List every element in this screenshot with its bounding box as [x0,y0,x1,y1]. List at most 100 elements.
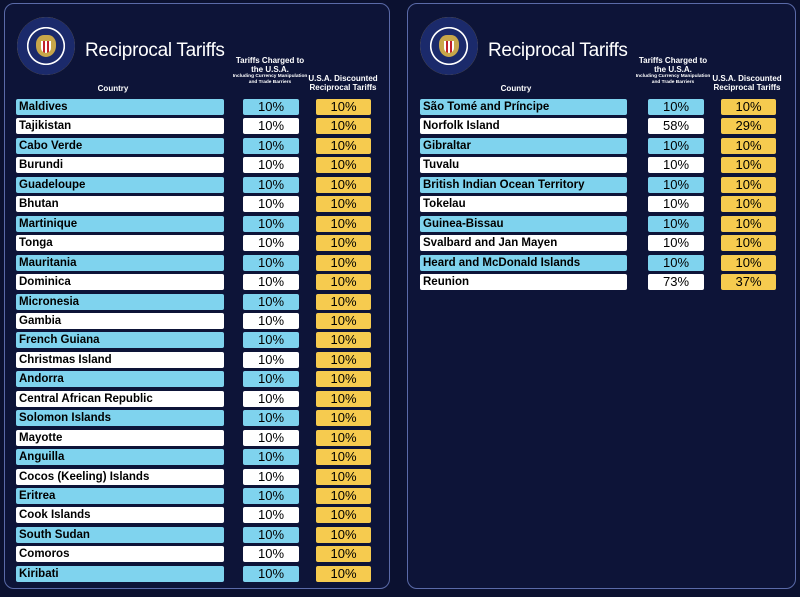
tariff-charged-cell: 10% [243,312,299,329]
header-discounted: U.S.A. Discounted Reciprocal Tariffs [308,74,378,92]
tariff-charged-cell: 10% [243,351,299,368]
discounted-tariff-cell: 10% [316,99,371,115]
tariff-charged-cell: 10% [243,410,299,427]
header-country: Country [500,84,532,93]
country-cell: Guinea-Bissau [420,215,627,232]
country-cell: Christmas Island [16,351,224,368]
discounted-tariff-cell: 10% [721,215,776,232]
panel-title: Reciprocal Tariffs [488,40,628,61]
country-cell: Anguilla [16,449,224,466]
tariff-charged-cell: 10% [648,176,704,193]
tariff-charged-cell: 10% [243,293,299,310]
tariff-charged-cell: 10% [648,235,704,252]
discounted-tariff-cell: 10% [316,215,371,232]
discounted-tariff-cell: 10% [316,546,371,563]
country-cell: Tonga [16,235,224,252]
country-cell: Mauritania [16,254,224,271]
tariff-charged-cell: 10% [243,546,299,563]
discounted-tariff-cell: 29% [721,118,776,135]
tariff-charged-cell: 58% [648,118,704,135]
discounted-tariff-cell: 10% [316,449,371,466]
header-charged-main: Tariffs Charged to the U.S.A. [638,56,708,74]
country-cell: Tokelau [420,196,627,213]
tariff-charged-cell: 10% [243,99,299,115]
tariff-panel-left: Reciprocal Tariffs Country Tariffs Charg… [4,3,390,589]
discounted-tariff-cell: 10% [721,157,776,174]
discounted-tariff-cell: 10% [316,390,371,407]
discounted-tariff-cell: 10% [316,118,371,135]
shield-shape [41,41,51,53]
country-cell: Guadeloupe [16,176,224,193]
country-cell: Mayotte [16,429,224,446]
tariff-charged-cell: 10% [243,254,299,271]
header-charged: Tariffs Charged to the U.S.A. Including … [230,56,310,85]
country-cell: Bhutan [16,196,224,213]
tariff-charged-cell: 10% [648,196,704,213]
discounted-tariff-cell: 10% [316,526,371,543]
country-cell: Cocos (Keeling) Islands [16,468,224,485]
tariff-charged-cell: 10% [243,371,299,388]
header-charged: Tariffs Charged to the U.S.A. Including … [633,56,713,85]
presidential-seal-icon [17,17,75,75]
discounted-tariff-cell: 10% [316,488,371,504]
tariff-charged-cell: 10% [243,565,299,582]
discounted-tariff-cell: 10% [316,235,371,252]
country-cell: French Guiana [16,332,224,349]
tariff-charged-cell: 10% [243,137,299,154]
discounted-tariff-cell: 10% [721,99,776,115]
country-cell: Gambia [16,312,224,329]
tariff-charged-cell: 10% [243,176,299,193]
discounted-tariff-cell: 10% [316,410,371,427]
discounted-tariff-cell: 10% [316,254,371,271]
tariff-charged-cell: 10% [648,99,704,115]
discounted-tariff-cell: 10% [316,507,371,524]
discounted-tariff-cell: 10% [316,196,371,213]
country-cell: South Sudan [16,526,224,543]
tariff-charged-cell: 10% [648,137,704,154]
country-cell: Comoros [16,546,224,563]
country-cell: Martinique [16,215,224,232]
discounted-tariff-cell: 10% [316,157,371,174]
tariff-charged-cell: 10% [648,157,704,174]
country-cell: Solomon Islands [16,410,224,427]
country-cell: Andorra [16,371,224,388]
discounted-tariff-cell: 10% [316,468,371,485]
header-charged-main: Tariffs Charged to the U.S.A. [235,56,305,74]
tariff-charged-cell: 10% [243,332,299,349]
country-cell: Eritrea [16,488,224,504]
discounted-tariff-cell: 10% [316,137,371,154]
country-cell: British Indian Ocean Territory [420,176,627,193]
discounted-tariff-cell: 10% [316,351,371,368]
tariff-charged-cell: 10% [243,507,299,524]
tariff-charged-cell: 10% [243,390,299,407]
discounted-tariff-cell: 10% [721,254,776,271]
country-cell: Cook Islands [16,507,224,524]
tariff-panel-right: Reciprocal Tariffs Country Tariffs Charg… [407,3,796,589]
discounted-tariff-cell: 37% [721,274,776,291]
country-cell: Burundi [16,157,224,174]
discounted-tariff-cell: 10% [721,196,776,213]
discounted-tariff-cell: 10% [316,274,371,291]
discounted-tariff-cell: 10% [316,371,371,388]
discounted-tariff-cell: 10% [316,312,371,329]
tariff-charged-cell: 10% [243,196,299,213]
discounted-tariff-cell: 10% [316,332,371,349]
discounted-tariff-cell: 10% [721,235,776,252]
country-cell: Central African Republic [16,390,224,407]
country-cell: Heard and McDonald Islands [420,254,627,271]
tariff-charged-cell: 10% [243,429,299,446]
country-cell: Tajikistan [16,118,224,135]
tariff-charged-cell: 10% [243,235,299,252]
discounted-tariff-cell: 10% [316,565,371,582]
tariff-charged-cell: 10% [243,215,299,232]
discounted-tariff-cell: 10% [721,176,776,193]
country-cell: Maldives [16,99,224,115]
tariff-charged-cell: 10% [243,488,299,504]
shield-shape [444,41,454,53]
country-cell: Micronesia [16,293,224,310]
header-charged-sub: Including Currency Manipulation and Trad… [232,74,308,85]
tariff-charged-cell: 10% [243,449,299,466]
country-cell: Gibraltar [420,137,627,154]
tariff-charged-cell: 10% [243,468,299,485]
tariff-charged-cell: 10% [243,118,299,135]
